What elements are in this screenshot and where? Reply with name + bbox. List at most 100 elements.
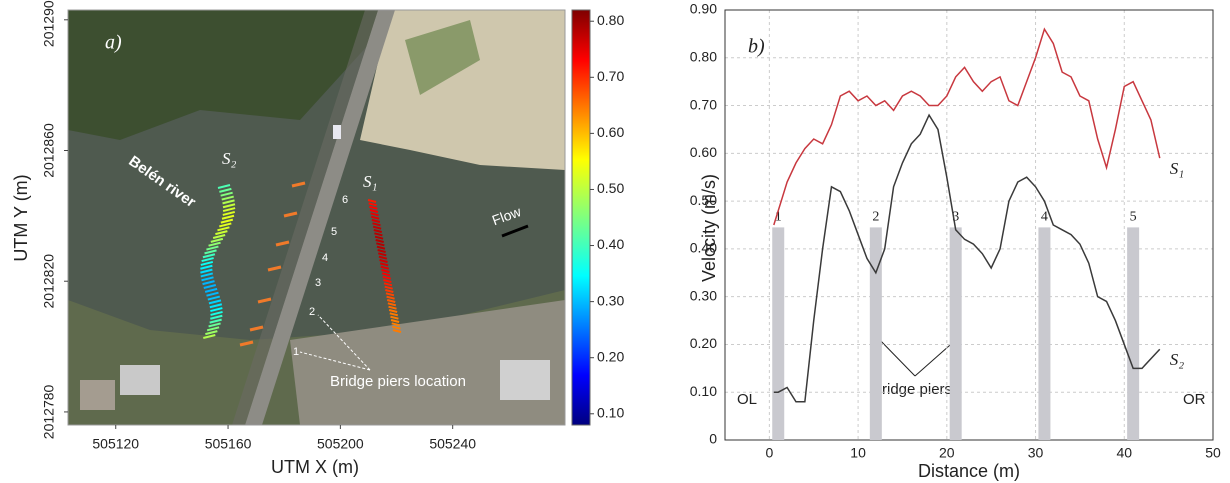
pier-number: 2 bbox=[309, 306, 315, 318]
vector bbox=[222, 199, 235, 205]
vector bbox=[389, 312, 399, 317]
colorbar-tick-label: 0.20 bbox=[597, 348, 624, 364]
vector bbox=[210, 307, 223, 313]
vector bbox=[208, 322, 221, 328]
map-frame bbox=[67, 9, 566, 426]
pier-label: 1 bbox=[775, 210, 782, 225]
vector bbox=[203, 334, 216, 339]
vector bbox=[374, 232, 383, 237]
piers-label: Bridge piers bbox=[872, 381, 952, 398]
vector bbox=[391, 322, 400, 327]
vector bbox=[210, 310, 223, 316]
colorbar-tick-label: 0.50 bbox=[597, 180, 624, 196]
vector bbox=[204, 287, 218, 293]
vector bbox=[205, 330, 218, 336]
pier-number: 6 bbox=[342, 194, 348, 206]
vector bbox=[387, 302, 397, 307]
pier bbox=[1038, 227, 1051, 440]
vector bbox=[201, 257, 214, 263]
vector bbox=[381, 272, 391, 277]
pier-label: 4 bbox=[1041, 210, 1048, 225]
flow-arrow bbox=[501, 224, 529, 238]
colorbar-tick-label: 0.60 bbox=[597, 124, 624, 140]
panel-label: a) bbox=[105, 32, 122, 54]
vector bbox=[390, 315, 399, 320]
colorbar-tick-label: 0.40 bbox=[597, 236, 624, 252]
series-label: S₁ bbox=[1170, 159, 1184, 178]
vector bbox=[209, 303, 223, 309]
y-tick-label: 2012860 bbox=[41, 123, 57, 178]
vector bbox=[385, 292, 395, 297]
x-tick-label: 505160 bbox=[205, 436, 252, 452]
vector bbox=[374, 235, 384, 240]
vector bbox=[379, 259, 388, 263]
vector bbox=[379, 262, 389, 267]
colorbar-tick-label: 0.80 bbox=[597, 12, 624, 28]
y-tick-label: 2012780 bbox=[41, 384, 57, 439]
vector bbox=[217, 184, 231, 189]
vector bbox=[370, 212, 379, 217]
vector bbox=[212, 234, 226, 239]
vector bbox=[202, 280, 215, 286]
vector bbox=[215, 230, 228, 236]
vector bbox=[222, 207, 236, 213]
y-tick-label: 0.30 bbox=[690, 287, 717, 303]
pier bbox=[869, 227, 882, 440]
x-tick-label: 50 bbox=[1205, 445, 1221, 461]
velocity-vector-group bbox=[200, 184, 402, 339]
pier-markers bbox=[239, 181, 306, 347]
vector bbox=[368, 202, 377, 207]
y-tick-label: 0.80 bbox=[690, 48, 717, 64]
y-tick-label: 0.10 bbox=[690, 383, 717, 399]
vector bbox=[200, 272, 214, 278]
vector bbox=[378, 255, 388, 260]
vector bbox=[371, 219, 381, 223]
y-tick-label: 2012820 bbox=[41, 254, 57, 309]
vector bbox=[384, 285, 393, 290]
x-tick-label: 10 bbox=[850, 445, 866, 461]
vector bbox=[390, 319, 400, 323]
pier-number: 3 bbox=[315, 277, 321, 289]
vector bbox=[373, 229, 383, 233]
y-tick-label: 0.20 bbox=[690, 335, 717, 351]
y-tick-label: 0.60 bbox=[690, 144, 717, 160]
pier-label: 2 bbox=[872, 210, 879, 225]
x-tick-label: 40 bbox=[1116, 445, 1132, 461]
pier-number: 4 bbox=[322, 252, 328, 264]
y-axis-label: UTM Y (m) bbox=[11, 174, 31, 261]
transect-label: S₂ bbox=[222, 149, 237, 168]
plot-frame bbox=[724, 9, 1214, 441]
vector bbox=[200, 268, 213, 274]
vector bbox=[369, 209, 379, 213]
pier-label: 5 bbox=[1130, 210, 1137, 225]
x-tick-label: 0 bbox=[765, 445, 773, 461]
vector bbox=[383, 282, 393, 287]
vector bbox=[203, 284, 217, 289]
vector bbox=[385, 289, 394, 293]
transect-label: S₁ bbox=[363, 172, 377, 191]
pier-numbers: 1 2 3 4 5 6 bbox=[293, 194, 348, 358]
vector bbox=[222, 210, 236, 216]
vector bbox=[210, 237, 224, 243]
piers-location-label: Bridge piers location bbox=[330, 373, 466, 390]
vector bbox=[375, 239, 384, 243]
series-line bbox=[773, 113, 1161, 403]
y-tick-label: 0.40 bbox=[690, 240, 717, 256]
x-tick-label: 505120 bbox=[92, 436, 139, 452]
pier bbox=[1127, 227, 1140, 440]
vector bbox=[202, 253, 216, 259]
vector bbox=[378, 252, 387, 257]
left-bank-label: OL bbox=[737, 391, 757, 408]
x-tick-label: 20 bbox=[939, 445, 955, 461]
vector bbox=[381, 269, 390, 273]
vector bbox=[219, 187, 232, 193]
vector bbox=[206, 245, 219, 251]
vector bbox=[207, 295, 221, 301]
vector bbox=[386, 295, 395, 300]
vector bbox=[220, 218, 234, 224]
vector bbox=[206, 291, 219, 297]
vector bbox=[209, 318, 222, 324]
vector bbox=[201, 276, 214, 282]
vector bbox=[210, 314, 223, 320]
